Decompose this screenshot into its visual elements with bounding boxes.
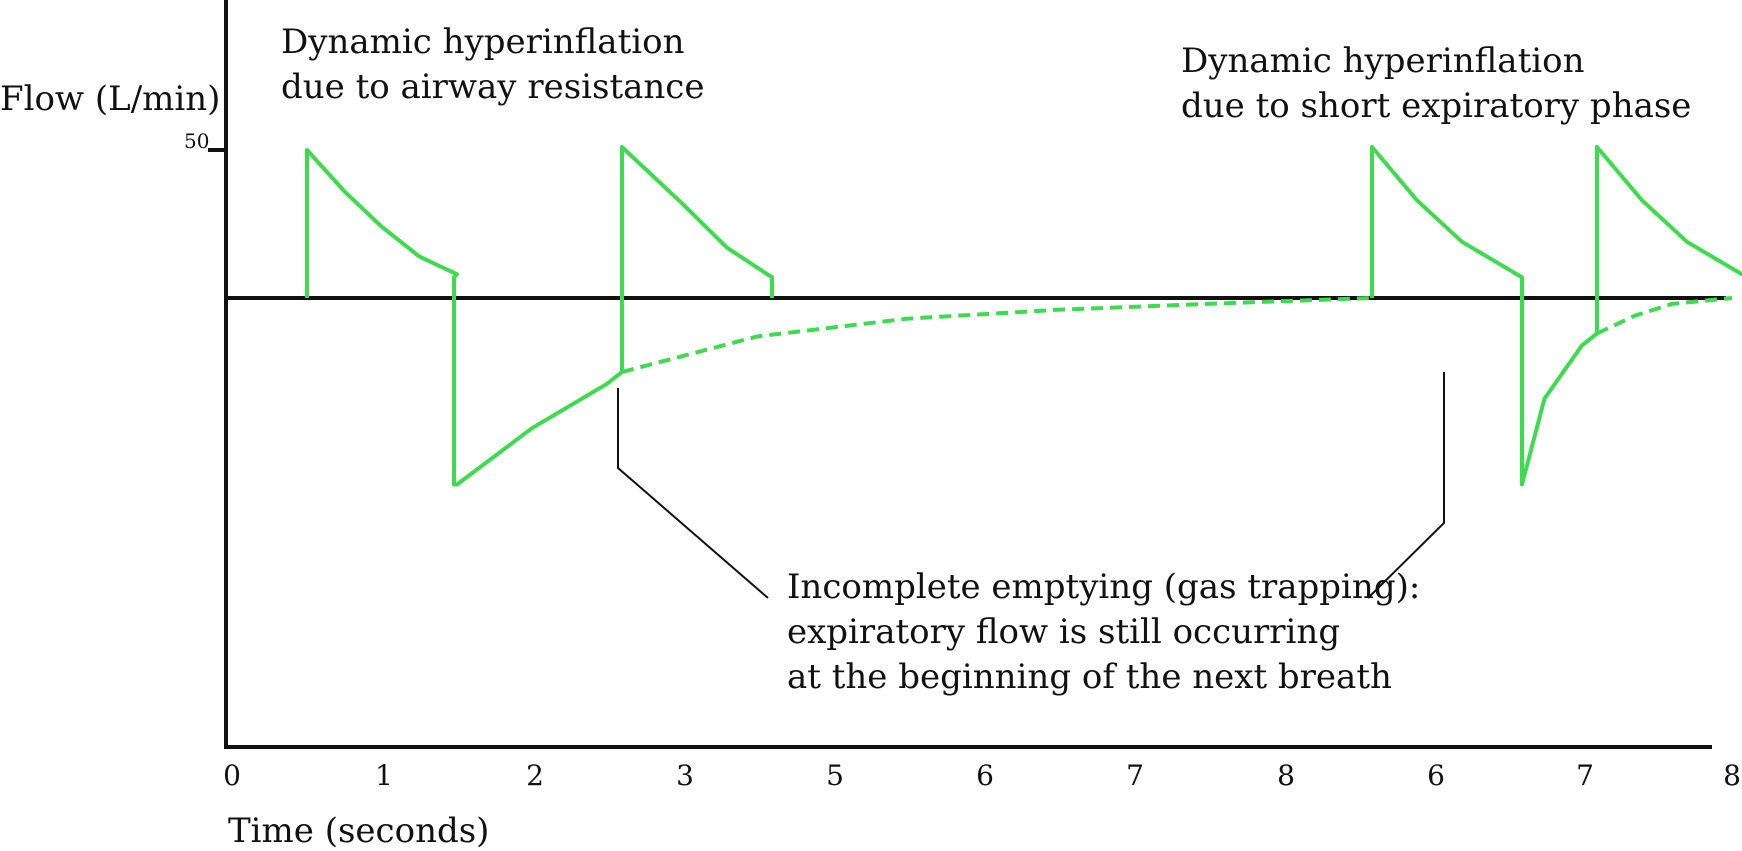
annotation-airway-resistance: Dynamic hyperinflation due to airway res… (281, 22, 704, 107)
annotation-short-expiratory: Dynamic hyperinflation due to short expi… (1181, 41, 1691, 126)
annotation-gas-trapping: Incomplete emptying (gas trapping): expi… (787, 567, 1420, 697)
x-tick-label: 7 (1576, 759, 1594, 792)
x-tick-label: 7 (1126, 759, 1144, 792)
x-tick-label: 3 (676, 759, 694, 792)
flow-trace-solid-0 (305, 145, 774, 487)
y-axis-label: Flow (L/min) (0, 79, 220, 119)
x-tick-labels: 0 1 2 3 5 6 7 8 6 7 8 (223, 759, 1741, 792)
x-tick-label: 0 (223, 759, 241, 792)
flow-trace-dashed-3 (1596, 296, 1733, 336)
x-axis-label: Time (seconds) (228, 811, 489, 851)
annotation-line: Incomplete emptying (gas trapping): (787, 567, 1420, 607)
annotation-line: due to short expiratory phase (1181, 86, 1691, 126)
x-tick-label: 8 (1723, 759, 1741, 792)
annotation-line: Dynamic hyperinflation (281, 22, 684, 62)
x-tick-label: 8 (1277, 759, 1295, 792)
x-tick-label: 2 (526, 759, 544, 792)
annotation-line: due to airway resistance (281, 67, 704, 107)
axes (208, 0, 1726, 749)
leader-lines (617, 372, 1445, 599)
x-tick-label: 1 (375, 759, 393, 792)
annotation-line: Dynamic hyperinflation (1181, 41, 1584, 81)
x-tick-label: 6 (1427, 759, 1445, 792)
leader-line-right (1367, 372, 1445, 599)
annotation-line: expiratory flow is still occurring (787, 612, 1340, 652)
y-tick-label-50: 50 (184, 129, 209, 153)
x-tick-label: 5 (826, 759, 844, 792)
leader-line-left (617, 388, 769, 599)
flow-trace-solid-2 (1370, 145, 1742, 487)
x-tick-label: 6 (976, 759, 994, 792)
flow-trace-dashed-1 (621, 296, 1373, 374)
annotation-line: at the beginning of the next breath (787, 657, 1392, 697)
flow-waveforms (305, 145, 1742, 487)
